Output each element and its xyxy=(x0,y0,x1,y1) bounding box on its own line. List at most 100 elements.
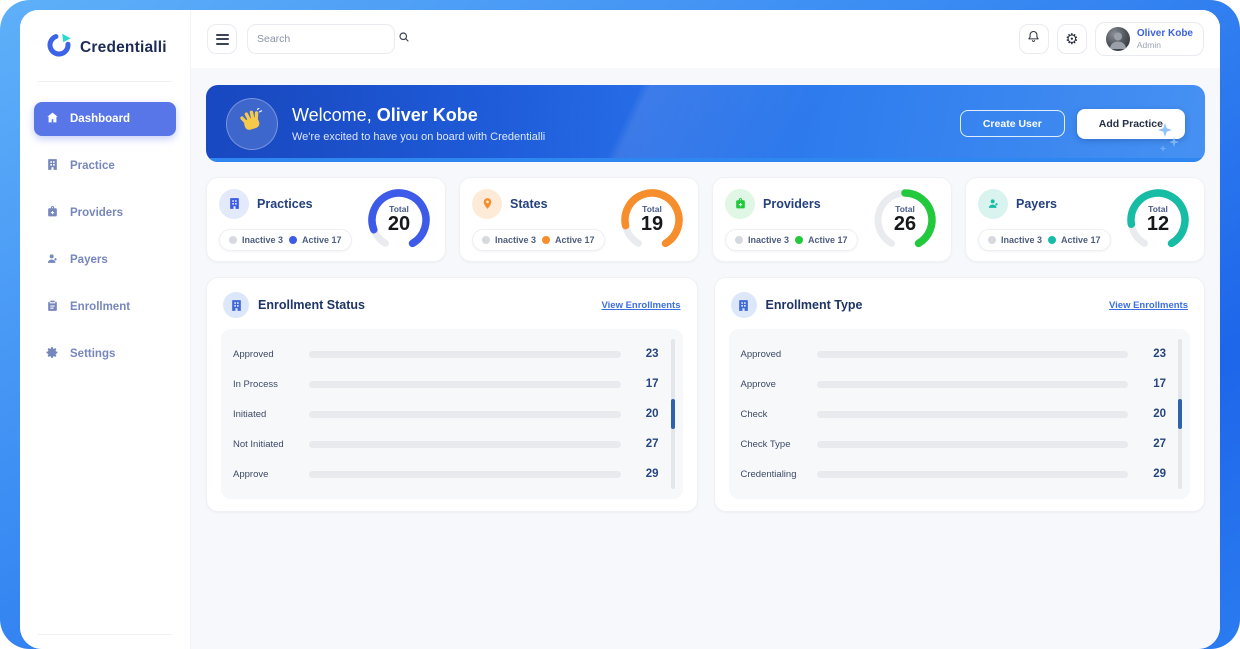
status-pill: Inactive 3 Active 17 xyxy=(219,228,352,251)
medical-bag-icon xyxy=(725,188,755,219)
bar-value: 29 xyxy=(1153,468,1166,480)
inactive-count: Inactive 3 xyxy=(735,235,789,245)
inactive-count: Inactive 3 xyxy=(988,235,1042,245)
gauge-total-label: Total xyxy=(642,204,662,214)
notifications-button[interactable] xyxy=(1018,24,1049,54)
search-box[interactable] xyxy=(247,24,409,54)
sidebar-bottom-divider xyxy=(38,634,172,635)
banner-title: Welcome, Oliver Kobe xyxy=(292,104,478,125)
search-input[interactable] xyxy=(257,33,392,45)
building-icon xyxy=(223,292,249,318)
bar-row: Check Type 27 xyxy=(741,429,1167,459)
building-icon xyxy=(219,188,249,219)
bar-track xyxy=(309,380,621,388)
add-practice-button[interactable]: Add Practice xyxy=(1076,108,1185,139)
location-pin-icon xyxy=(472,188,502,219)
stat-card-states: States Inactive 3 Active 17 Total 19 xyxy=(459,177,699,262)
bar-track xyxy=(309,470,621,478)
bar-value: 29 xyxy=(645,468,659,480)
status-pill: Inactive 3 Active 17 xyxy=(725,228,858,251)
avatar xyxy=(1105,27,1130,51)
bar-value: 23 xyxy=(645,348,659,360)
bar-label: Approve xyxy=(233,468,269,480)
bar-track xyxy=(816,410,1128,418)
panel-title: Enrollment Status xyxy=(258,298,365,312)
topbar: ⚙ Oliver Kobe Admin xyxy=(191,10,1220,68)
bar-track xyxy=(816,440,1128,448)
bar-row: Credentialing 29 xyxy=(741,459,1167,489)
gauge-total-label: Total xyxy=(1148,204,1168,214)
sparkle-icon xyxy=(1135,121,1179,160)
user-menu[interactable]: Oliver Kobe Admin xyxy=(1094,22,1204,56)
bar-value: 20 xyxy=(1153,408,1166,420)
bar-row: Approved 23 xyxy=(233,339,659,369)
bar-track xyxy=(309,410,621,418)
bar-value: 23 xyxy=(1153,348,1166,360)
menu-toggle-button[interactable] xyxy=(207,24,237,54)
bar-row: Initiated 20 xyxy=(233,399,659,429)
banner-subtitle: We're excited to have you on board with … xyxy=(292,130,546,143)
view-enrollments-link[interactable]: View Enrollments xyxy=(601,299,681,311)
gauge-total-value: 12 xyxy=(1146,213,1170,235)
bar-row: Approve 29 xyxy=(233,459,659,489)
banner-actions: Create User Add Practice xyxy=(959,108,1185,139)
active-count: Active 17 xyxy=(795,235,848,245)
sidebar-item-enrollment[interactable]: Enrollment xyxy=(34,290,176,324)
bar-value: 17 xyxy=(1153,378,1166,390)
bar-label: In Process xyxy=(233,378,278,390)
bar-chart: Approved 23 Approve 17 Check 20 Check Ty… xyxy=(728,329,1190,499)
bar-value: 20 xyxy=(645,408,659,420)
stat-card-providers: Providers Inactive 3 Active 17 Total 26 xyxy=(712,177,952,262)
bar-track xyxy=(816,380,1128,388)
sidebar-item-settings[interactable]: Settings xyxy=(34,337,176,371)
building-icon xyxy=(46,158,59,174)
banner-user-name: Oliver Kobe xyxy=(376,104,478,125)
settings-button[interactable]: ⚙ xyxy=(1056,24,1087,54)
user-role: Admin xyxy=(1136,39,1161,50)
bar-value: 27 xyxy=(645,438,659,450)
stat-card-payers: Payers Inactive 3 Active 17 Total 12 xyxy=(965,177,1205,262)
total-gauge: Total 20 xyxy=(365,186,433,254)
search-icon xyxy=(398,30,410,48)
active-count: Active 17 xyxy=(289,235,342,245)
stat-card-practices: Practices Inactive 3 Active 17 Total 20 xyxy=(206,177,446,262)
bar-row: Not Initiated 27 xyxy=(233,429,659,459)
panel-scrollbar-thumb[interactable] xyxy=(1178,399,1182,429)
stat-card-title: Providers xyxy=(763,196,821,211)
bar-track xyxy=(309,440,621,448)
brand: Credentialli xyxy=(20,10,190,81)
waving-hand-icon xyxy=(239,106,266,140)
banner-text: Welcome, Oliver Kobe We're excited to ha… xyxy=(292,105,545,143)
gear-icon: ⚙ xyxy=(1065,30,1079,48)
sidebar-item-dashboard[interactable]: Dashboard xyxy=(34,102,176,136)
total-gauge: Total 12 xyxy=(1124,186,1192,254)
dashboard-content: Welcome, Oliver Kobe We're excited to ha… xyxy=(191,68,1220,649)
app-window: Credentialli Dashboard Practice Provider… xyxy=(20,10,1220,649)
view-enrollments-link[interactable]: View Enrollments xyxy=(1108,299,1188,311)
user-icon xyxy=(46,252,59,268)
topbar-right: ⚙ Oliver Kobe Admin xyxy=(1018,22,1204,56)
panel-scrollbar-thumb[interactable] xyxy=(670,399,675,429)
status-pill: Inactive 3 Active 17 xyxy=(472,228,605,251)
main-area: ⚙ Oliver Kobe Admin xyxy=(190,10,1220,649)
create-user-button[interactable]: Create User xyxy=(959,110,1065,137)
sidebar-item-payers[interactable]: Payers xyxy=(34,243,176,277)
panel-title: Enrollment Type xyxy=(765,298,863,312)
sidebar-item-providers[interactable]: Providers xyxy=(34,196,176,230)
bar-label: Approved xyxy=(233,348,274,360)
bar-value: 27 xyxy=(1153,438,1166,450)
total-gauge: Total 26 xyxy=(871,186,939,254)
bar-value: 17 xyxy=(645,378,659,390)
status-pill: Inactive 3 Active 17 xyxy=(978,228,1111,251)
stat-card-title: Practices xyxy=(257,196,313,211)
bar-label: Approve xyxy=(740,378,776,390)
bar-label: Not Initiated xyxy=(233,438,284,450)
sidebar-nav: Dashboard Practice Providers Payers Enro… xyxy=(20,82,190,391)
sidebar-item-practice[interactable]: Practice xyxy=(34,149,176,183)
bar-label: Check Type xyxy=(740,438,791,450)
stat-cards-row: Practices Inactive 3 Active 17 Total 20 … xyxy=(206,177,1205,262)
user-icon xyxy=(978,188,1008,219)
bar-row: Check 20 xyxy=(741,399,1167,429)
stat-card-title: Payers xyxy=(1016,196,1058,211)
active-count: Active 17 xyxy=(1048,235,1101,245)
